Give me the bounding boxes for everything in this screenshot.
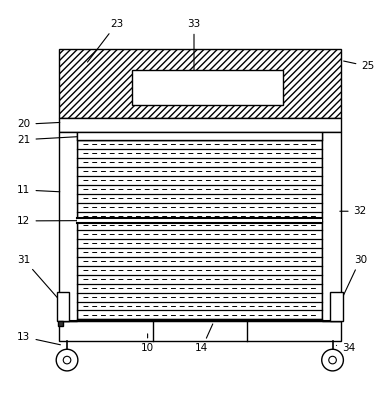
Bar (77, 132, 322, 140)
Bar (59, 118, 341, 132)
Text: 32: 32 (340, 206, 367, 216)
Bar (59, 49, 341, 118)
Text: 33: 33 (187, 19, 201, 85)
Text: 23: 23 (87, 19, 123, 62)
Bar (322, 132, 341, 322)
Bar (58, 322, 62, 326)
Bar (331, 292, 343, 322)
Bar (59, 322, 341, 341)
Text: 25: 25 (344, 61, 374, 71)
Text: 10: 10 (141, 334, 154, 353)
Text: 20: 20 (17, 119, 60, 129)
Bar (57, 292, 69, 322)
Bar (59, 49, 341, 118)
Text: 34: 34 (336, 344, 355, 353)
Text: 12: 12 (17, 216, 82, 226)
Text: 11: 11 (17, 185, 60, 195)
Bar (132, 70, 283, 105)
Text: 13: 13 (17, 332, 61, 345)
Bar (77, 218, 322, 223)
Bar (77, 140, 322, 319)
Text: 30: 30 (338, 254, 367, 307)
Text: 31: 31 (17, 254, 61, 302)
Text: 14: 14 (195, 324, 213, 353)
Text: 21: 21 (17, 135, 90, 145)
Bar (59, 132, 77, 322)
